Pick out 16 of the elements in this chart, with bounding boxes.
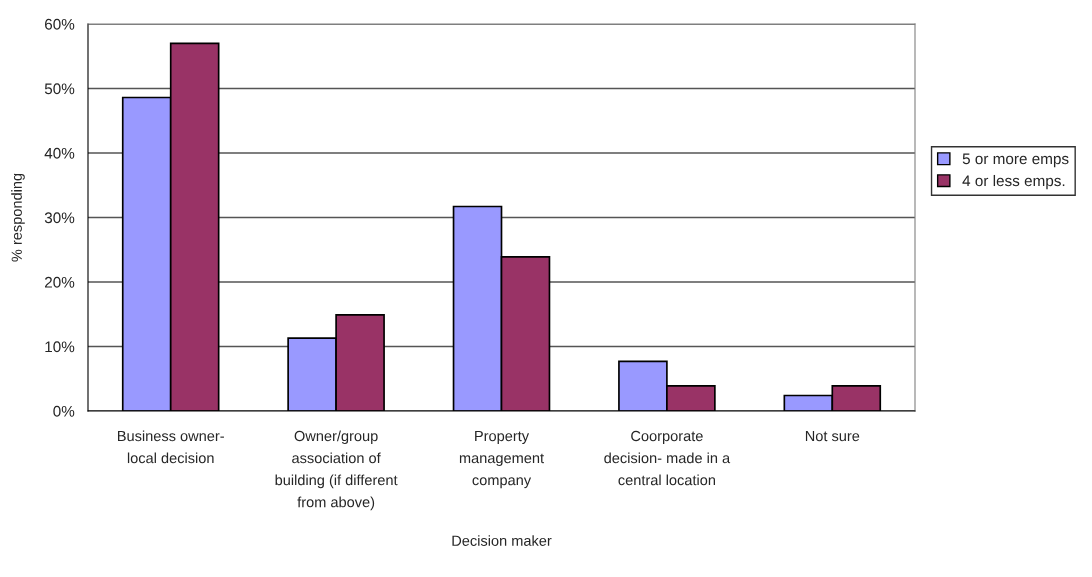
x-tick-label: Property management company <box>459 430 544 489</box>
y-tick-label: 20% <box>45 276 75 288</box>
y-tick-label: 50% <box>44 83 75 95</box>
x-axis-title: Decision maker <box>452 535 552 546</box>
y-axis-title: % responding <box>11 173 25 262</box>
legend-label: 5 or more emps <box>962 153 1069 168</box>
x-tick-label: Owner/group association of building (if different from above) <box>275 430 398 511</box>
y-tick-label: 0% <box>53 405 75 417</box>
x-tick-label: Coorporate decision- made in a central location <box>604 430 731 486</box>
x-tick-label: Business owner- local decision <box>118 430 224 464</box>
y-tick-label: 60% <box>45 18 75 30</box>
legend-label: 4 or less emps. <box>962 174 1065 190</box>
y-tick-label: 30% <box>44 212 75 224</box>
x-tick-label: Not sure <box>805 430 860 442</box>
y-tick-label: 10% <box>45 341 75 353</box>
y-tick-label: 40% <box>44 147 75 159</box>
